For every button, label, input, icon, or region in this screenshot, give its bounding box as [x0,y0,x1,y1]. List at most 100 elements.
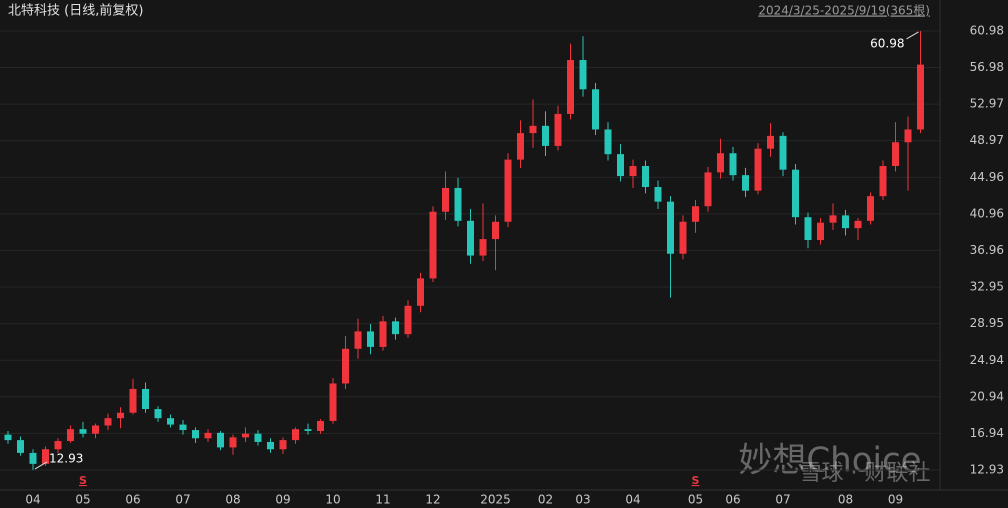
candle-body [192,430,199,439]
x-tick-label: 11 [375,493,390,507]
candle-body [229,437,237,448]
x-tick-label: 04 [625,493,640,507]
candle-body [92,425,99,434]
x-tick-label: 06 [125,493,140,507]
x-tick-label: 06 [725,493,740,507]
min-label: 12.93 [49,451,83,465]
y-tick-label: 36.96 [970,243,1004,257]
candle-body [592,89,599,130]
y-tick-label: 12.93 [970,462,1004,476]
candle-body [342,348,349,384]
candle-body [692,206,699,222]
candle-body [629,166,637,177]
candle-body [704,172,712,207]
candle-body [217,432,224,448]
watermark: 雪球 · 财联社 [800,461,931,486]
candle-body [142,388,149,410]
candle-body [417,278,424,306]
candle-body [804,217,812,241]
event-marker: S [79,474,87,487]
candle-body [129,388,137,413]
candle-body [104,418,112,426]
candle-body [554,113,562,146]
candle-body [42,449,49,464]
candle-body [442,187,449,212]
candle-body [179,424,187,431]
candle-body [17,440,24,453]
candle-body [467,220,474,256]
candle-body [29,452,37,464]
candle-body [867,196,874,221]
x-tick-label: 05 [688,493,703,507]
candle-body [454,187,462,221]
y-tick-label: 40.96 [970,206,1004,220]
y-tick-label: 16.94 [970,426,1004,440]
chart-subtitle: 2024/3/25-2025/9/19(365根) [758,4,930,18]
max-label: 60.98 [870,36,904,50]
candle-body [779,135,787,170]
candle-body [429,211,437,279]
candle-body [529,125,537,134]
x-tick-label: 03 [575,493,590,507]
x-tick-label: 08 [838,493,853,507]
candle-body [917,64,924,130]
candle-body [79,429,87,434]
candle-body [729,153,737,176]
x-tick-label: 09 [888,493,903,507]
y-tick-label: 28.95 [970,316,1004,330]
event-marker: S [692,474,700,487]
candle-body [404,305,412,335]
x-tick-label: 07 [775,493,790,507]
x-tick-label: 07 [175,493,190,507]
y-tick-label: 20.94 [970,389,1004,403]
candle-body [604,129,612,155]
y-tick-label: 32.95 [970,280,1004,294]
candle-body [54,441,62,450]
candle-body [504,159,512,222]
candle-body [329,383,337,421]
y-tick-label: 60.98 [970,23,1004,37]
y-tick-label: 56.98 [970,60,1004,74]
candle-body [642,166,649,188]
candle-body [579,60,587,90]
watermark: 妙想Choice [738,441,921,481]
candle-body [879,166,887,197]
candle-body [304,429,312,431]
candle-body [242,433,249,438]
annotation-arrow [906,31,919,40]
candle-body [167,418,174,425]
x-tick-label: 2025 [480,493,511,507]
x-tick-label: 08 [225,493,240,507]
y-tick-label: 44.96 [970,170,1004,184]
candle-body [667,201,674,254]
candle-body [854,220,862,229]
candle-body [492,221,499,240]
x-tick-label: 09 [275,493,290,507]
x-tick-label: 10 [325,493,340,507]
annotation-arrow [34,461,48,470]
candle-body [767,135,774,149]
x-tick-label: 04 [25,493,40,507]
candle-body [829,215,837,223]
candle-body [754,148,762,191]
candle-body [742,175,749,191]
x-tick-label: 05 [75,493,90,507]
x-tick-label: 12 [425,493,440,507]
candle-body [717,153,724,173]
candle-body [479,239,487,256]
candle-body [154,409,162,419]
candle-body [904,129,912,143]
candle-body [117,412,124,419]
candle-body [617,154,624,177]
y-tick-label: 24.94 [970,353,1004,367]
candle-body [67,429,74,442]
candle-body [254,433,262,442]
candle-body [367,331,374,347]
candle-body [817,222,824,241]
y-tick-label: 48.97 [970,133,1004,147]
chart-title: 北特科技 (日线,前复权) [8,3,143,19]
candle-body [679,221,687,254]
candle-body [392,321,399,335]
